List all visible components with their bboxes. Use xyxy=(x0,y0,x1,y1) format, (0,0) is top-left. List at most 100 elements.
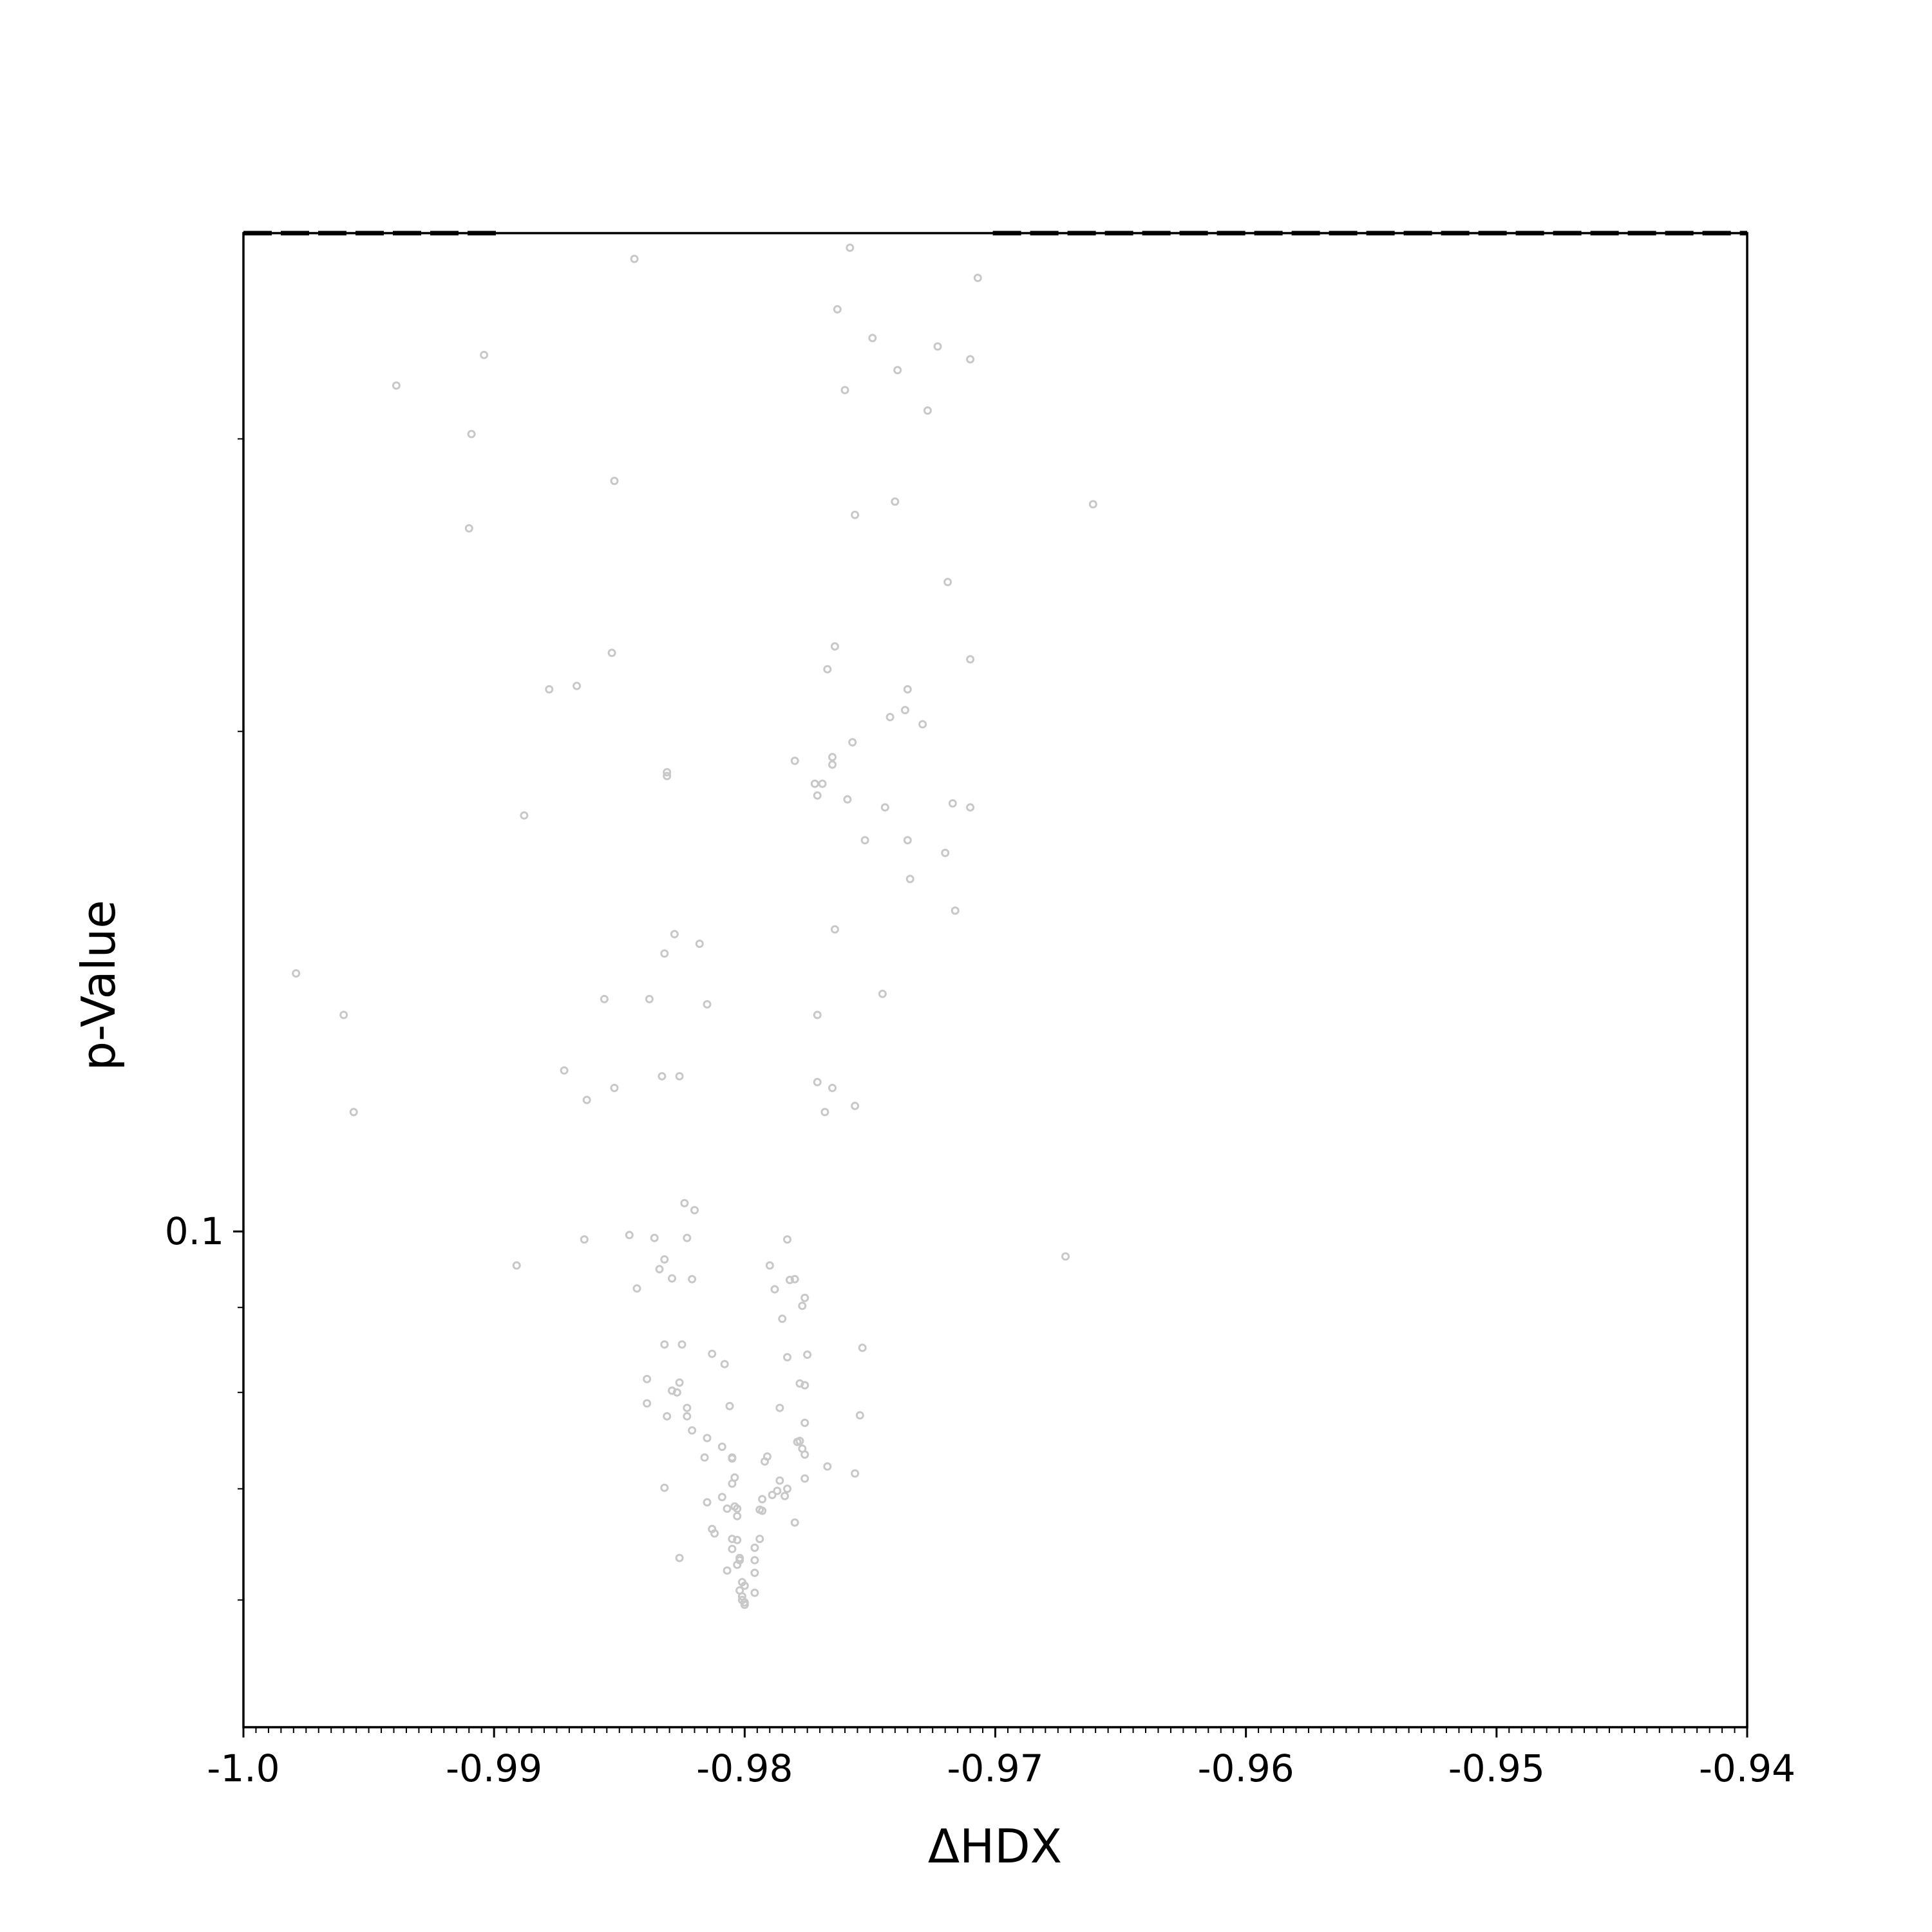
data-point xyxy=(703,1000,712,1009)
data-point xyxy=(740,1600,749,1609)
data-point xyxy=(868,334,877,343)
data-point xyxy=(973,274,982,282)
data-point xyxy=(966,655,975,664)
data-point xyxy=(582,1095,591,1104)
data-point xyxy=(783,1353,791,1361)
data-point xyxy=(607,649,616,658)
data-point xyxy=(728,1479,737,1488)
x-tick-label: -0.99 xyxy=(446,1747,542,1790)
data-point xyxy=(810,779,819,788)
data-point xyxy=(830,925,839,934)
data-point xyxy=(855,1411,864,1420)
data-point xyxy=(778,1314,787,1323)
data-point xyxy=(750,1543,759,1552)
data-point xyxy=(728,1535,737,1544)
data-point xyxy=(918,720,927,729)
data-point xyxy=(663,768,672,777)
data-point xyxy=(800,1474,810,1483)
data-point xyxy=(1061,1252,1070,1261)
data-point xyxy=(675,1553,684,1562)
data-point xyxy=(755,1535,764,1544)
data-point xyxy=(630,254,639,263)
data-point xyxy=(728,1544,737,1553)
data-point xyxy=(785,1276,794,1284)
data-point xyxy=(675,1072,684,1081)
data-point xyxy=(750,1556,759,1565)
data-point xyxy=(828,753,837,762)
data-point xyxy=(723,1504,732,1513)
data-point xyxy=(717,1493,726,1502)
data-point xyxy=(658,1072,667,1081)
data-point xyxy=(660,1483,669,1492)
data-point xyxy=(775,1476,784,1485)
data-point xyxy=(349,1108,358,1117)
data-point xyxy=(800,1450,810,1459)
data-point xyxy=(775,1403,784,1412)
data-point xyxy=(610,477,619,486)
data-point xyxy=(660,1340,669,1349)
data-point xyxy=(880,803,889,812)
data-point xyxy=(833,305,842,314)
data-point xyxy=(851,1101,860,1110)
data-point xyxy=(625,1231,634,1240)
x-tick-label: -0.98 xyxy=(696,1747,793,1790)
data-point xyxy=(813,791,822,800)
data-point xyxy=(813,1010,822,1019)
data-point xyxy=(790,1274,799,1283)
data-point xyxy=(905,875,914,884)
data-point xyxy=(851,1469,860,1478)
data-point xyxy=(728,1454,737,1463)
data-point xyxy=(843,795,852,804)
data-point xyxy=(948,799,957,808)
data-point xyxy=(900,706,909,715)
data-point xyxy=(943,578,952,587)
data-point xyxy=(668,1274,676,1283)
data-point xyxy=(795,1437,804,1445)
data-point xyxy=(580,1235,589,1244)
data-point xyxy=(695,940,704,948)
data-point xyxy=(800,1418,810,1427)
data-point xyxy=(660,1255,669,1264)
data-point xyxy=(683,1412,692,1421)
data-point xyxy=(600,994,609,1003)
data-point xyxy=(733,1504,742,1513)
data-point xyxy=(781,1492,790,1501)
data-point xyxy=(790,1518,799,1527)
data-point xyxy=(933,342,942,351)
data-point xyxy=(770,1285,779,1294)
y-tick-label: 0.1 xyxy=(165,1209,224,1253)
data-point xyxy=(703,1498,712,1507)
data-point xyxy=(773,1486,782,1495)
data-point xyxy=(723,1566,732,1575)
data-point xyxy=(670,930,679,938)
x-tick-label: -0.97 xyxy=(947,1747,1043,1790)
data-point xyxy=(828,760,837,769)
data-point xyxy=(675,1378,684,1387)
data-point xyxy=(663,772,672,781)
data-point xyxy=(688,1426,697,1435)
data-point xyxy=(941,848,950,857)
data-point xyxy=(688,1274,697,1283)
x-axis-label: ΔHDX xyxy=(928,1819,1062,1873)
data-point xyxy=(733,1535,742,1544)
data-point xyxy=(720,1359,729,1368)
y-axis-label: p-Value xyxy=(71,900,126,1070)
data-point xyxy=(643,1399,652,1408)
data-point xyxy=(951,906,960,915)
data-point xyxy=(878,989,887,998)
data-point xyxy=(966,803,975,812)
data-point xyxy=(758,1495,767,1504)
data-point xyxy=(813,1077,822,1086)
data-point xyxy=(820,1108,829,1117)
data-point xyxy=(545,685,554,694)
data-point xyxy=(650,1233,659,1242)
data-point xyxy=(860,836,869,845)
data-point xyxy=(700,1453,709,1462)
data-point xyxy=(740,1581,749,1590)
data-point xyxy=(703,1434,712,1443)
x-tick-label: -1.0 xyxy=(207,1747,279,1790)
data-point xyxy=(800,1293,810,1302)
data-point xyxy=(886,713,895,721)
data-point xyxy=(761,1457,769,1466)
